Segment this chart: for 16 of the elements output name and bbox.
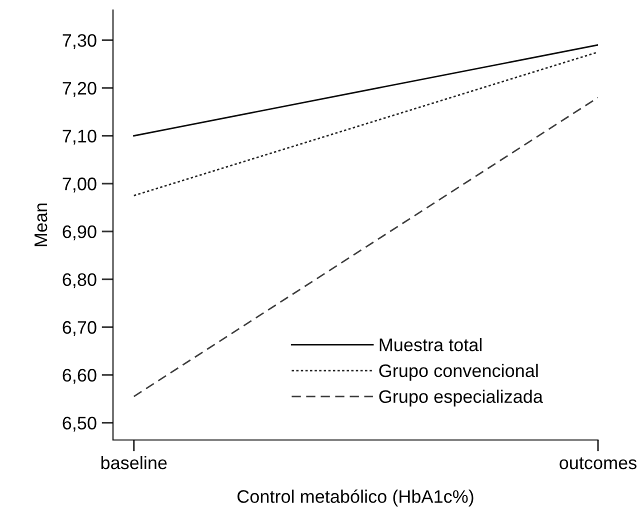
y-tick-label: 6,60 xyxy=(62,368,96,384)
legend-label: Grupo convencional xyxy=(379,364,538,381)
y-tick-label: 7,00 xyxy=(62,178,96,192)
y-tick-label: 6,90 xyxy=(62,225,96,240)
x-axis-title: Control metabólico (HbA1c%) xyxy=(238,489,474,506)
legend-label: Grupo especializada xyxy=(379,390,543,407)
y-tick-label: 6,80 xyxy=(62,273,96,288)
y-axis-title: Mean xyxy=(34,204,48,246)
y-tick-label: 6,70 xyxy=(62,321,96,336)
x-tick-label: baseline xyxy=(101,456,167,470)
y-tick-label: 7,20 xyxy=(62,82,96,97)
y-tick-label: 6,50 xyxy=(62,416,96,432)
x-tick-label: outcomes xyxy=(560,457,636,470)
legend-label: Muestra total xyxy=(380,338,482,352)
y-tick-label: 7,10 xyxy=(62,130,96,145)
y-tick-label: 7,30 xyxy=(62,34,96,49)
